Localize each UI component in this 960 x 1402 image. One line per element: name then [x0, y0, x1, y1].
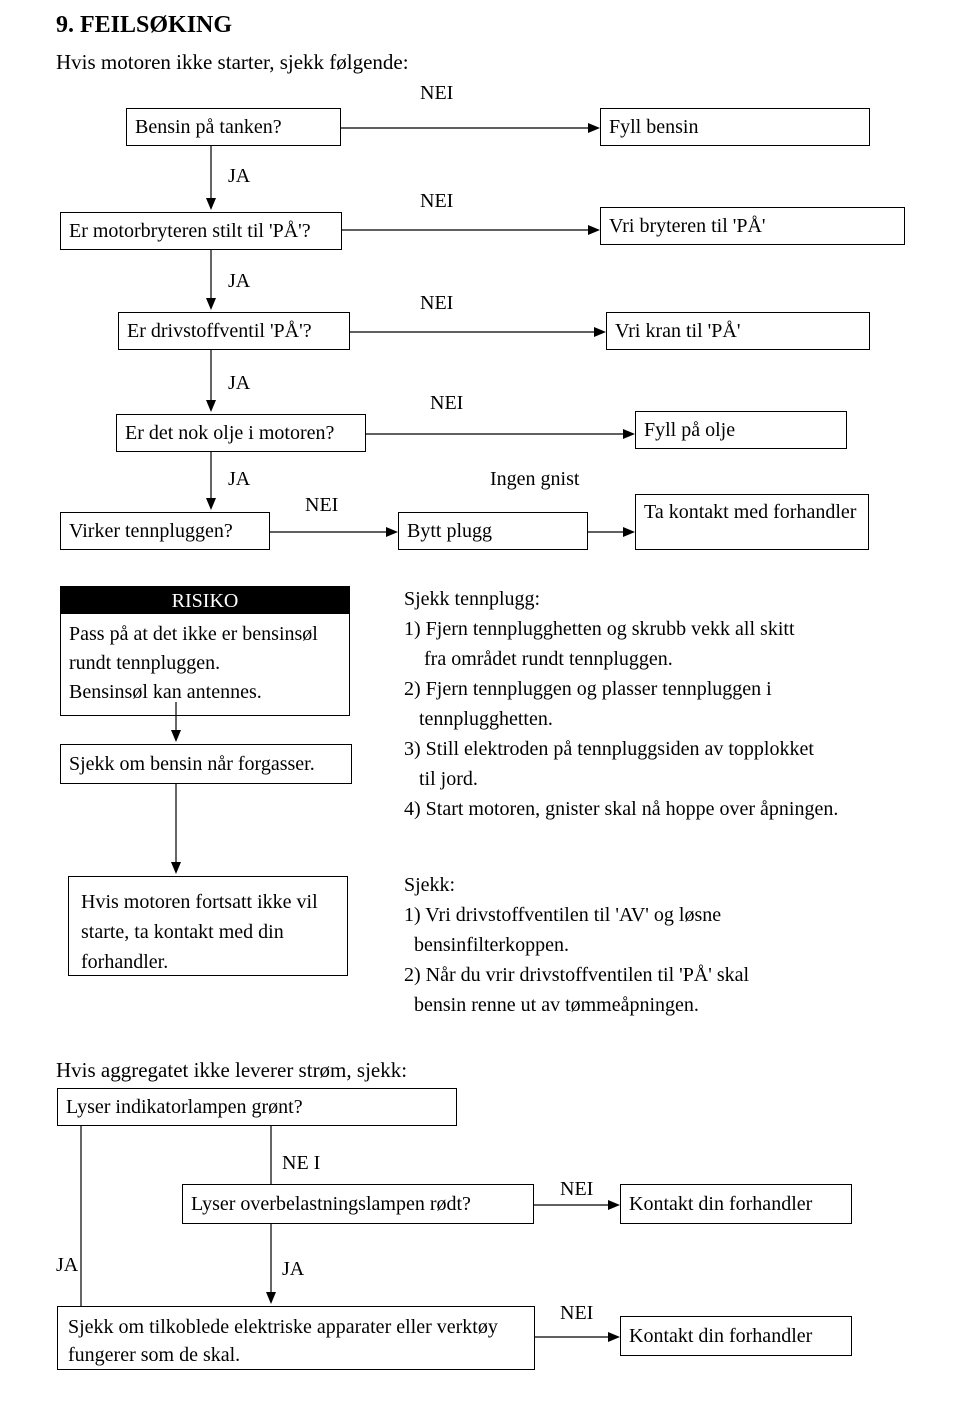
- label-nei-6: NE I: [282, 1152, 320, 1175]
- node-q6: Sjekk om bensin når forgasser.: [60, 744, 352, 784]
- a5-kontakt-text: Ta kontakt med forhandler: [644, 501, 856, 523]
- arrow-q3-q4: [210, 350, 212, 412]
- label-ja-1: JA: [228, 165, 250, 188]
- arrow-q8-a8: [534, 1204, 620, 1206]
- arrow-q3-a3: [350, 331, 606, 333]
- sjekk2-l0: 1) Vri drivstoffventilen til 'AV' og løs…: [404, 900, 904, 930]
- sjekk1-block: Sjekk tennplugg: 1) Fjern tennplugghette…: [404, 584, 924, 824]
- arrow-q2-a2: [342, 229, 600, 231]
- risk-line-1: Pass på at det ikke er bensinsøl rundt t…: [69, 620, 341, 678]
- sjekk1-l5: til jord.: [404, 764, 924, 794]
- sjekk2-l2: 2) Når du vrir drivstoffventilen til 'PÅ…: [404, 960, 904, 990]
- sjekk1-l1: fra området rundt tennpluggen.: [404, 644, 924, 674]
- risk-body: Pass på at det ikke er bensinsøl rundt t…: [60, 614, 350, 716]
- label-ja-6: JA: [282, 1258, 304, 1281]
- node-a8: Kontakt din forhandler: [620, 1184, 852, 1224]
- node-q7: Lyser indikatorlampen grønt?: [57, 1088, 457, 1126]
- node-a5-kontakt: Ta kontakt med forhandler: [635, 494, 869, 550]
- label-nei-2: NEI: [420, 190, 453, 213]
- heading-number: 9.: [56, 12, 74, 38]
- line-q7-left: [80, 1126, 82, 1306]
- label-ja-3: JA: [228, 372, 250, 395]
- page-heading: 9. FEILSØKING: [56, 12, 232, 39]
- page: 9. FEILSØKING Hvis motoren ikke starter,…: [0, 0, 960, 1402]
- risk-line-2: Bensinsøl kan antennes.: [69, 678, 341, 707]
- node-q1: Bensin på tanken?: [126, 108, 341, 146]
- sjekk1-l2: 2) Fjern tennpluggen og plasser tennplug…: [404, 674, 924, 704]
- q9-text: Sjekk om tilkoblede elektriske apparater…: [68, 1316, 498, 1366]
- arrow-q4-a4: [366, 433, 635, 435]
- label-nei-3: NEI: [420, 292, 453, 315]
- node-a5-bytt: Bytt plugg: [398, 512, 588, 550]
- arrow-q2-q3: [210, 250, 212, 310]
- node-q5: Virker tennpluggen?: [60, 512, 270, 550]
- label-ja-2: JA: [228, 270, 250, 293]
- node-a4: Fyll på olje: [635, 411, 847, 449]
- label-ja-4: JA: [228, 468, 250, 491]
- label-nei-1: NEI: [420, 82, 453, 105]
- sjekk2-l3: bensin renne ut av tømmeåpningen.: [404, 990, 904, 1020]
- heading-title: FEILSØKING: [80, 12, 232, 38]
- sjekk1-l3: tennplugghetten.: [404, 704, 924, 734]
- label-nei-5a: NEI: [305, 494, 338, 517]
- sjekk2-l1: bensinfilterkoppen.: [404, 930, 904, 960]
- arrow-q9-a9: [535, 1336, 620, 1338]
- node-a2: Vri bryteren til 'PÅ': [600, 207, 905, 245]
- node-a1: Fyll bensin: [600, 108, 870, 146]
- node-q3: Er drivstoffventil 'PÅ'?: [118, 312, 350, 350]
- risk-header: RISIKO: [60, 586, 350, 617]
- line-q7-right: [270, 1126, 272, 1184]
- node-q9: Sjekk om tilkoblede elektriske apparater…: [57, 1306, 535, 1370]
- sjekk1-l0: 1) Fjern tennplugghetten og skrubb vekk …: [404, 614, 924, 644]
- arrow-q1-q2: [210, 146, 212, 210]
- label-nei-8: NEI: [560, 1302, 593, 1325]
- arrow-q5-bytt: [270, 531, 398, 533]
- node-q8: Lyser overbelastningslampen rødt?: [182, 1184, 534, 1224]
- intro-text: Hvis motoren ikke starter, sjekk følgend…: [56, 50, 409, 75]
- arrow-q1-a1: [341, 127, 600, 129]
- node-q2: Er motorbryteren stilt til 'PÅ'?: [60, 212, 342, 250]
- arrow-bytt-kontakt: [588, 531, 635, 533]
- arrow-q8-q9: [270, 1224, 272, 1304]
- arrow-q4-q5: [210, 452, 212, 510]
- sjekk1-l6: 4) Start motoren, gnister skal nå hoppe …: [404, 794, 924, 824]
- node-final: Hvis motoren fortsatt ikke vil starte, t…: [68, 876, 348, 976]
- arrow-q6-final: [175, 784, 177, 874]
- label-ja-5: JA: [56, 1254, 78, 1277]
- sjekk1-l4: 3) Still elektroden på tennpluggsiden av…: [404, 734, 924, 764]
- node-a9: Kontakt din forhandler: [620, 1316, 852, 1356]
- label-nei-4: NEI: [430, 392, 463, 415]
- sjekk2-block: Sjekk: 1) Vri drivstoffventilen til 'AV'…: [404, 870, 904, 1020]
- node-q4: Er det nok olje i motoren?: [116, 414, 366, 452]
- arrow-q5-q6: [175, 702, 177, 742]
- final-text: Hvis motoren fortsatt ikke vil starte, t…: [81, 891, 318, 973]
- intro2: Hvis aggregatet ikke leverer strøm, sjek…: [56, 1058, 407, 1083]
- sjekk2-title: Sjekk:: [404, 870, 904, 900]
- node-a3: Vri kran til 'PÅ': [606, 312, 870, 350]
- sjekk1-title: Sjekk tennplugg:: [404, 584, 924, 614]
- label-ingen-gnist: Ingen gnist: [490, 468, 579, 491]
- label-nei-7: NEI: [560, 1178, 593, 1201]
